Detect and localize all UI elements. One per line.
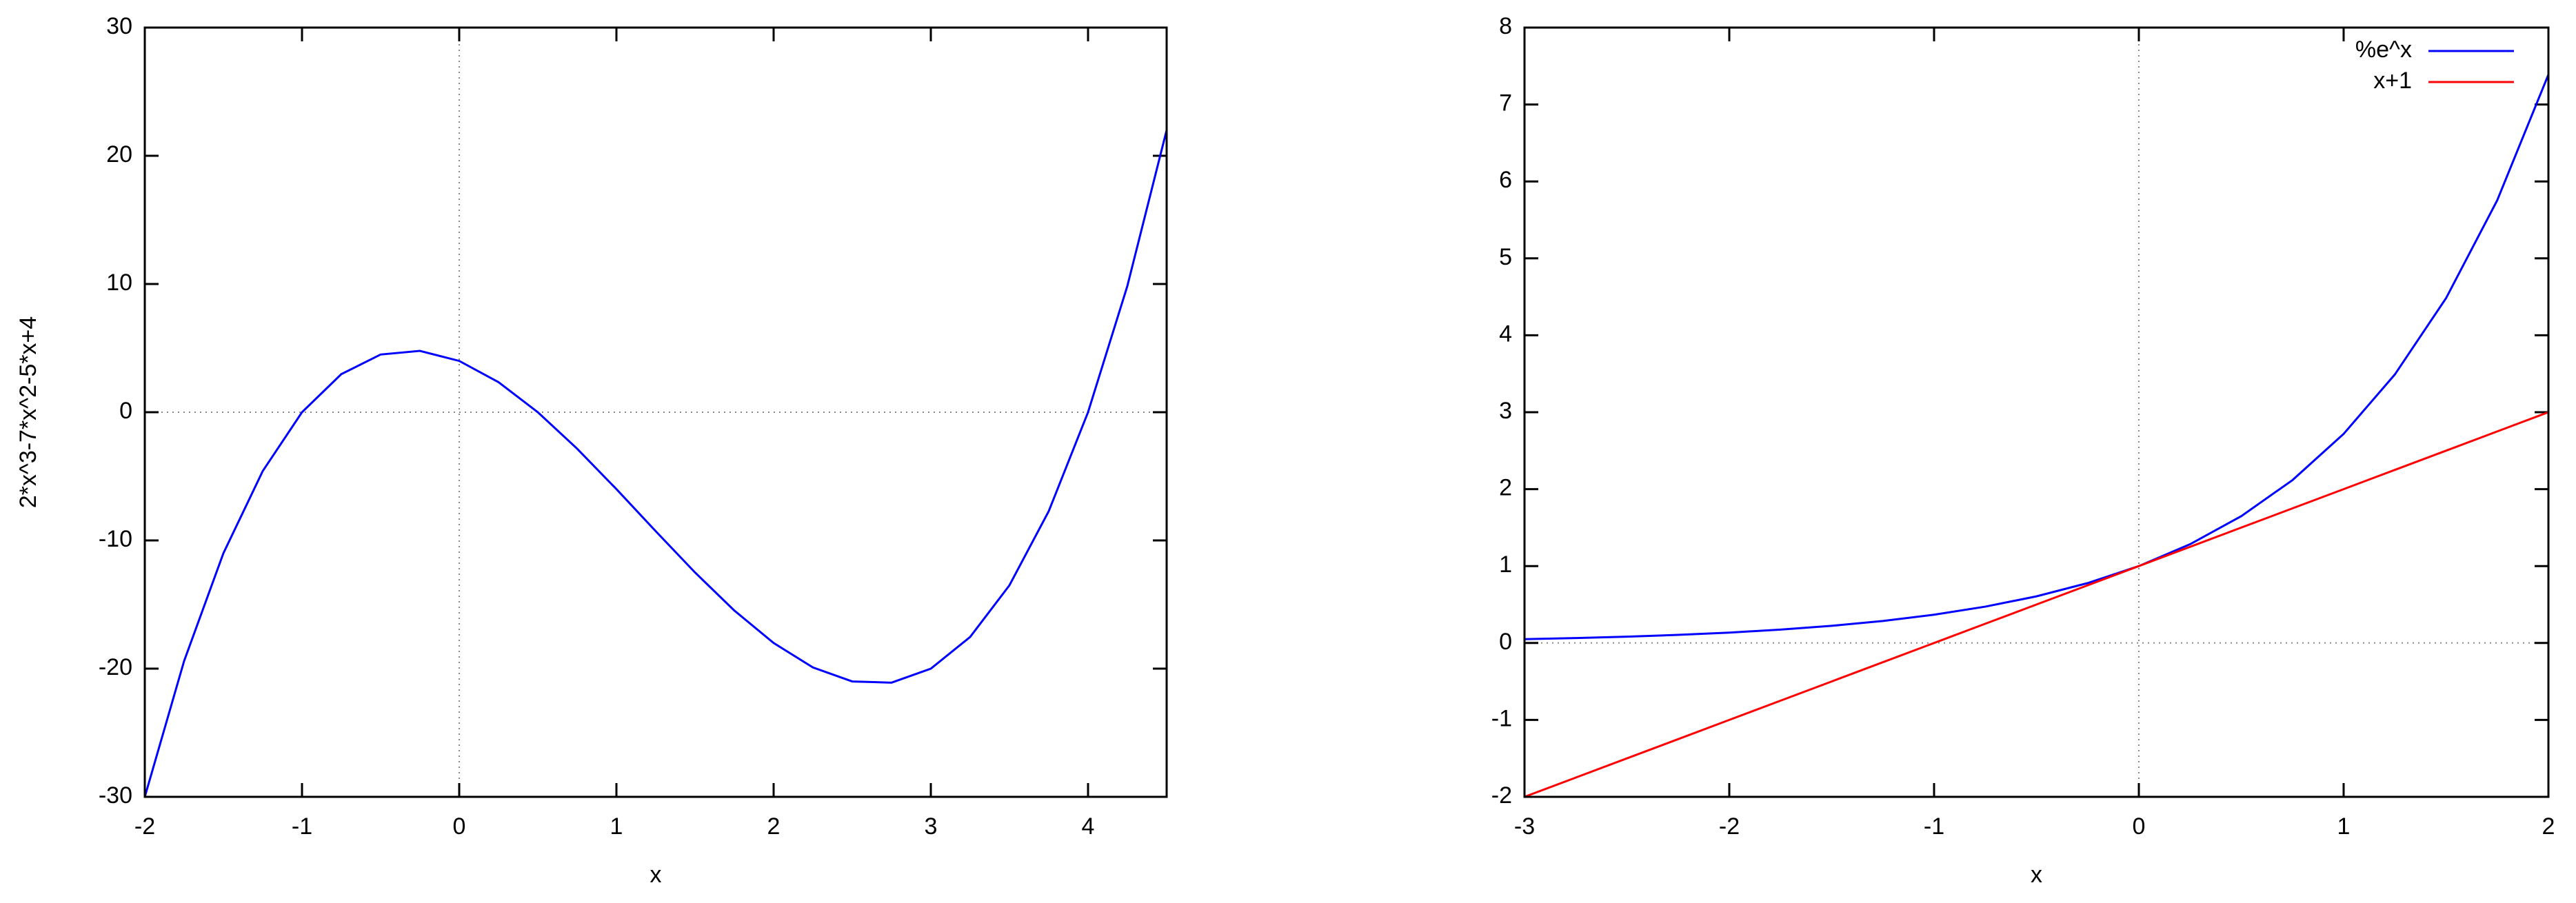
y-tick-label: 5 [1499, 244, 1512, 270]
x-axis-label: x [650, 862, 662, 888]
y-tick-label: 2 [1499, 475, 1512, 501]
y-tick-label: 10 [106, 270, 132, 296]
line-series [1524, 74, 2550, 640]
y-tick-label: 8 [1499, 13, 1512, 39]
y-tick-label: 4 [1499, 321, 1512, 347]
x-tick-label: -3 [1514, 813, 1535, 840]
plot-frame [143, 26, 1168, 798]
y-tick-label: -2 [1491, 782, 1512, 809]
y-tick-label: 1 [1499, 551, 1512, 578]
legend-label: x+1 [2373, 68, 2412, 94]
x-tick-label: -2 [134, 813, 155, 840]
x-tick-label: 0 [453, 813, 466, 840]
x-tick-label: 4 [1082, 813, 1095, 840]
y-axis-label: 2*x^3-7*x^2-5*x+4 [15, 316, 41, 509]
y-tick-label: 0 [1499, 629, 1512, 655]
x-tick-label: 2 [2542, 813, 2555, 840]
y-tick-label: -10 [99, 526, 132, 552]
x-tick-label: -1 [1924, 813, 1944, 840]
y-tick-label: 30 [106, 13, 132, 39]
y-tick-label: 6 [1499, 167, 1512, 193]
legend-label: %e^x [2355, 37, 2412, 63]
x-tick-label: 3 [925, 813, 938, 840]
y-tick-label: -30 [99, 782, 132, 809]
x-axis-label: x [2031, 862, 2042, 888]
plot-frame [1523, 26, 2550, 798]
x-tick-label: -2 [1719, 813, 1740, 840]
x-tick-label: 2 [767, 813, 781, 840]
line-series [1524, 411, 2549, 798]
y-tick-label: 3 [1499, 398, 1512, 424]
x-tick-label: 1 [2337, 813, 2351, 840]
y-tick-label: 20 [106, 141, 132, 168]
x-tick-label: 1 [610, 813, 623, 840]
y-tick-label: -20 [99, 654, 132, 680]
y-tick-label: 0 [119, 398, 132, 424]
y-tick-label: -1 [1491, 705, 1512, 731]
x-tick-label: -1 [292, 813, 312, 840]
y-tick-label: 7 [1499, 90, 1512, 116]
x-tick-label: 0 [2133, 813, 2146, 840]
line-series [143, 130, 1168, 798]
